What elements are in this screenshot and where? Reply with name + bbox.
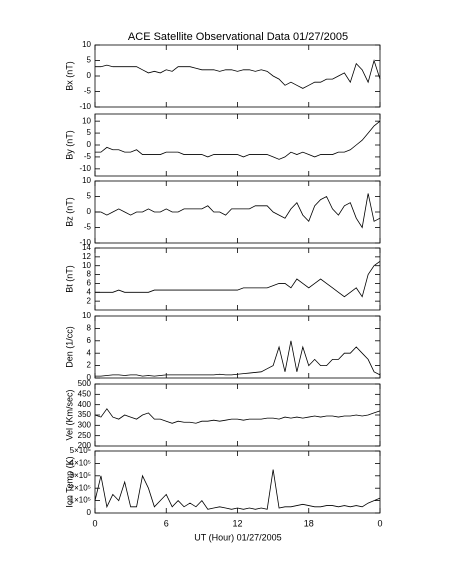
y-tick-label: -5: [84, 223, 92, 232]
y-tick-label: -10: [79, 102, 91, 111]
data-line: [94, 469, 381, 510]
panel-frame: [94, 383, 381, 447]
y-tick-label: 8: [87, 324, 92, 333]
y-tick-label: 12: [82, 252, 91, 261]
data-line: [95, 193, 381, 229]
y-tick-label: 350: [78, 410, 92, 419]
y-axis-label: Bz (nT): [64, 197, 74, 227]
y-tick-label: 10: [82, 311, 91, 320]
y-tick-label: 1×10⁵: [70, 496, 91, 505]
y-tick-label: 10: [82, 116, 91, 125]
y-tick-label: 14: [82, 243, 91, 252]
panel-frame: [94, 450, 381, 514]
y-tick-label: 4: [87, 348, 92, 357]
y-tick-label: 5: [87, 56, 92, 65]
y-tick-label: -10: [79, 238, 91, 247]
y-tick-label: 500: [78, 379, 92, 388]
y-tick-label: 2: [87, 361, 92, 370]
y-tick-label: -5: [84, 152, 92, 161]
x-tick-label: 18: [304, 518, 314, 528]
x-tick-label: 6: [164, 518, 169, 528]
panel-frame: [94, 247, 381, 311]
y-tick-label: 10: [82, 40, 91, 49]
y-tick-label: 200: [78, 441, 92, 450]
y-tick-label: 6: [87, 279, 92, 288]
y-tick-label: 10: [82, 261, 91, 270]
y-tick-label: 0: [87, 373, 92, 382]
panel-frame: [94, 113, 381, 177]
y-tick-label: 2: [87, 296, 92, 305]
x-tick-label: 12: [232, 518, 242, 528]
y-tick-label: 450: [78, 389, 92, 398]
y-tick-label: 4×10⁵: [70, 459, 91, 468]
y-axis-label: Ion Temp (K): [64, 456, 74, 507]
y-tick-label: 0: [87, 140, 92, 149]
y-tick-label: 5: [87, 192, 92, 201]
y-tick-label: 5×10⁵: [70, 446, 91, 455]
y-tick-label: 6: [87, 336, 92, 345]
x-tick-label: 0: [92, 518, 97, 528]
y-tick-label: 400: [78, 400, 92, 409]
panel-frame: [94, 315, 381, 379]
x-axis-label: UT (Hour) 01/27/2005: [194, 532, 281, 542]
y-tick-label: 0: [87, 207, 92, 216]
y-tick-label: 5: [87, 128, 92, 137]
y-tick-label: 0: [87, 508, 92, 517]
y-tick-label: -5: [84, 87, 92, 96]
y-tick-label: 2×10⁵: [70, 483, 91, 492]
data-line: [95, 340, 381, 377]
data-line: [95, 120, 381, 160]
y-axis-label: By (nT): [64, 130, 74, 160]
panel-frame: [94, 44, 381, 108]
data-line: [95, 260, 381, 298]
y-tick-label: 0: [87, 71, 92, 80]
x-tick-label: 0: [377, 518, 382, 528]
y-tick-label: 8: [87, 270, 92, 279]
y-tick-label: 10: [82, 176, 91, 185]
data-line: [95, 59, 381, 89]
y-axis-label: Den (1/cc): [64, 326, 74, 368]
y-axis-label: Bx (nT): [64, 61, 74, 91]
data-line: [94, 408, 381, 424]
y-tick-label: 300: [78, 420, 92, 429]
chart-title: ACE Satellite Observational Data 01/27/2…: [128, 31, 348, 43]
y-tick-label: 3×10⁵: [70, 471, 91, 480]
y-axis-label: Vel (Km/sec): [64, 389, 74, 440]
y-tick-label: 250: [78, 431, 92, 440]
y-tick-label: -10: [79, 164, 91, 173]
y-axis-label: Bt (nT): [64, 265, 74, 293]
y-tick-label: 4: [87, 287, 92, 296]
